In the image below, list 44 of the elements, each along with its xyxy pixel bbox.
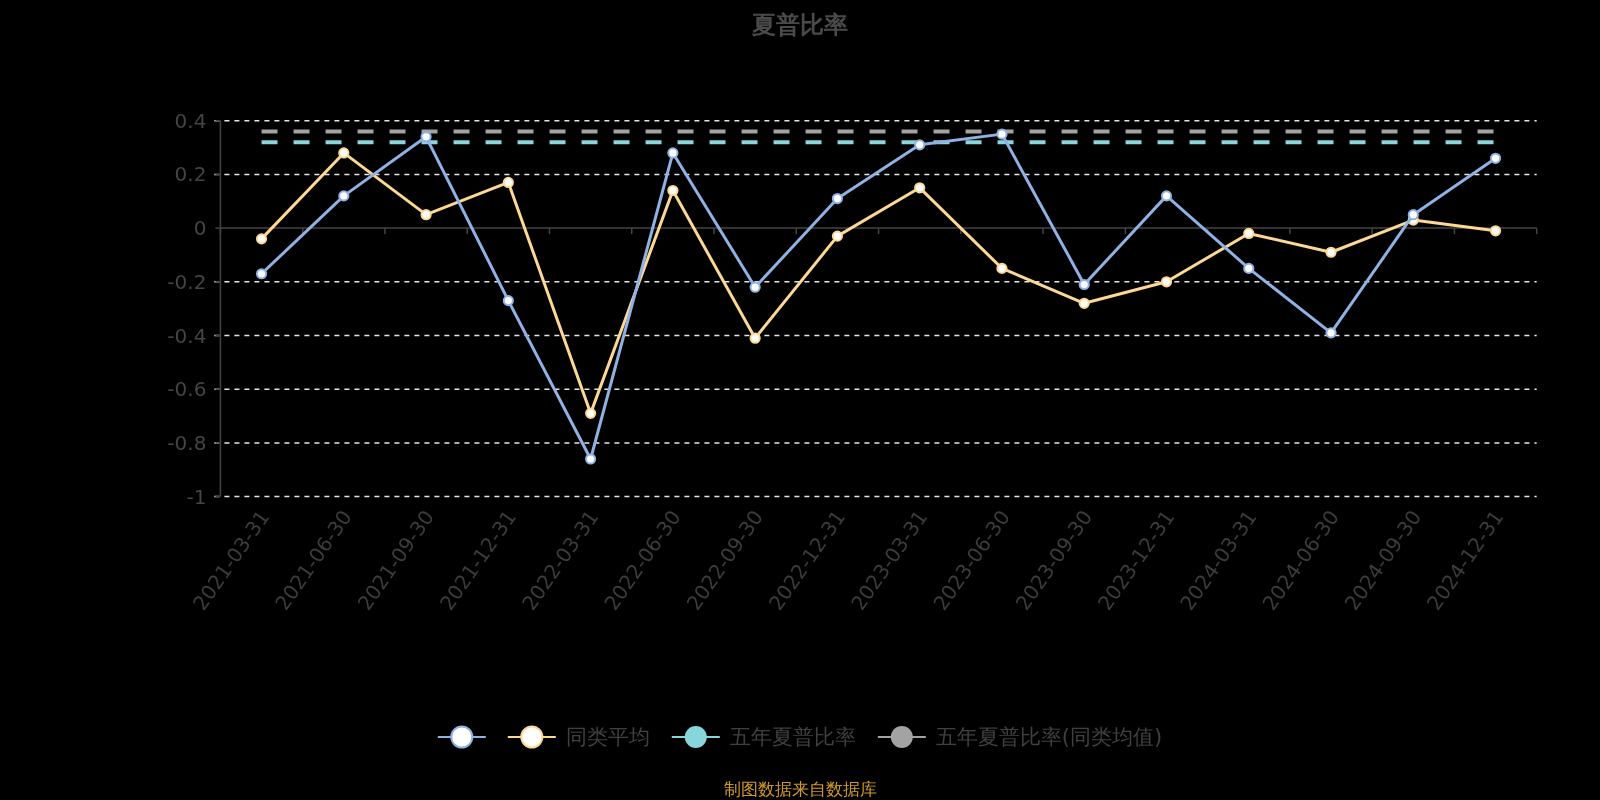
y-tick-label: 0.2 <box>174 162 207 187</box>
y-tick-label: -0.8 <box>167 430 207 455</box>
point <box>338 147 350 159</box>
point <box>749 332 761 344</box>
point <box>1160 190 1173 202</box>
legend-label: 五年夏普比率(同类均值) <box>935 725 1163 749</box>
y-tick-label: -1 <box>186 484 207 509</box>
point <box>502 176 514 189</box>
point <box>667 147 679 159</box>
point <box>1489 152 1502 164</box>
y-tick-label: 0 <box>193 216 207 241</box>
point <box>914 182 926 194</box>
point <box>1243 262 1255 274</box>
legend-label: 同类平均 <box>565 725 650 749</box>
point <box>1078 278 1090 291</box>
y-tick-label: -0.6 <box>167 377 207 402</box>
point <box>338 190 350 202</box>
point <box>585 407 597 419</box>
point <box>1160 276 1173 288</box>
y-tick-label: -0.4 <box>167 323 207 348</box>
point <box>831 230 844 242</box>
y-tick-label: 0.4 <box>174 108 207 133</box>
point <box>914 139 926 151</box>
point <box>1407 209 1419 221</box>
point <box>1243 227 1255 240</box>
point <box>420 209 432 221</box>
point <box>996 262 1008 274</box>
point <box>255 268 268 280</box>
point <box>502 295 514 307</box>
y-tick-label: -0.2 <box>167 269 207 294</box>
point <box>996 128 1008 140</box>
point <box>1489 225 1502 237</box>
point <box>831 192 844 205</box>
point <box>255 233 268 245</box>
point <box>667 184 679 197</box>
point <box>420 131 432 143</box>
text: 制图数据来自数据库 <box>723 779 877 799</box>
point <box>1078 297 1090 309</box>
chart-title: 夏普比率 <box>751 11 848 39</box>
point <box>585 453 597 465</box>
point <box>1325 246 1337 258</box>
point <box>1325 327 1337 339</box>
point <box>749 281 761 293</box>
legend-label: 五年夏普比率 <box>729 725 856 749</box>
